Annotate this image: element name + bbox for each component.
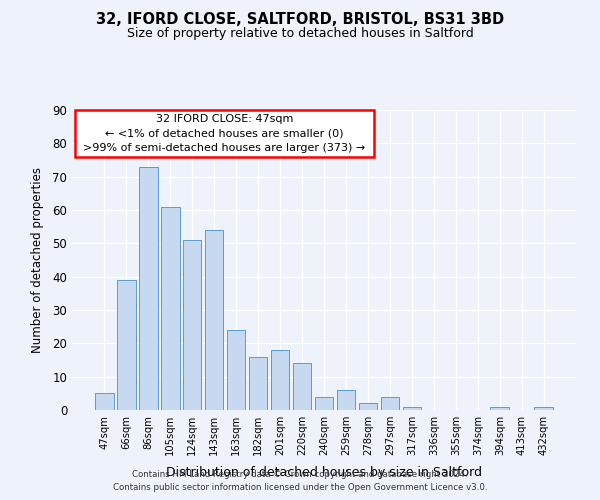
Text: 32 IFORD CLOSE: 47sqm
← <1% of detached houses are smaller (0)
>99% of semi-deta: 32 IFORD CLOSE: 47sqm ← <1% of detached … <box>83 114 365 152</box>
Bar <box>161 206 179 410</box>
Bar <box>380 396 399 410</box>
Bar <box>271 350 289 410</box>
Bar <box>139 166 158 410</box>
Bar <box>293 364 311 410</box>
Bar <box>337 390 355 410</box>
Bar <box>535 406 553 410</box>
Text: 32, IFORD CLOSE, SALTFORD, BRISTOL, BS31 3BD: 32, IFORD CLOSE, SALTFORD, BRISTOL, BS31… <box>96 12 504 28</box>
Bar <box>249 356 268 410</box>
Bar <box>314 396 334 410</box>
Text: Contains HM Land Registry data © Crown copyright and database right 2024.: Contains HM Land Registry data © Crown c… <box>132 470 468 479</box>
Text: Contains public sector information licensed under the Open Government Licence v3: Contains public sector information licen… <box>113 484 487 492</box>
Bar <box>403 406 421 410</box>
Bar <box>183 240 202 410</box>
FancyBboxPatch shape <box>74 110 374 156</box>
Bar <box>359 404 377 410</box>
Bar <box>227 330 245 410</box>
Bar <box>205 230 223 410</box>
Bar <box>490 406 509 410</box>
Bar <box>95 394 113 410</box>
X-axis label: Distribution of detached houses by size in Saltford: Distribution of detached houses by size … <box>166 466 482 479</box>
Text: Size of property relative to detached houses in Saltford: Size of property relative to detached ho… <box>127 28 473 40</box>
Bar <box>117 280 136 410</box>
Y-axis label: Number of detached properties: Number of detached properties <box>31 167 44 353</box>
